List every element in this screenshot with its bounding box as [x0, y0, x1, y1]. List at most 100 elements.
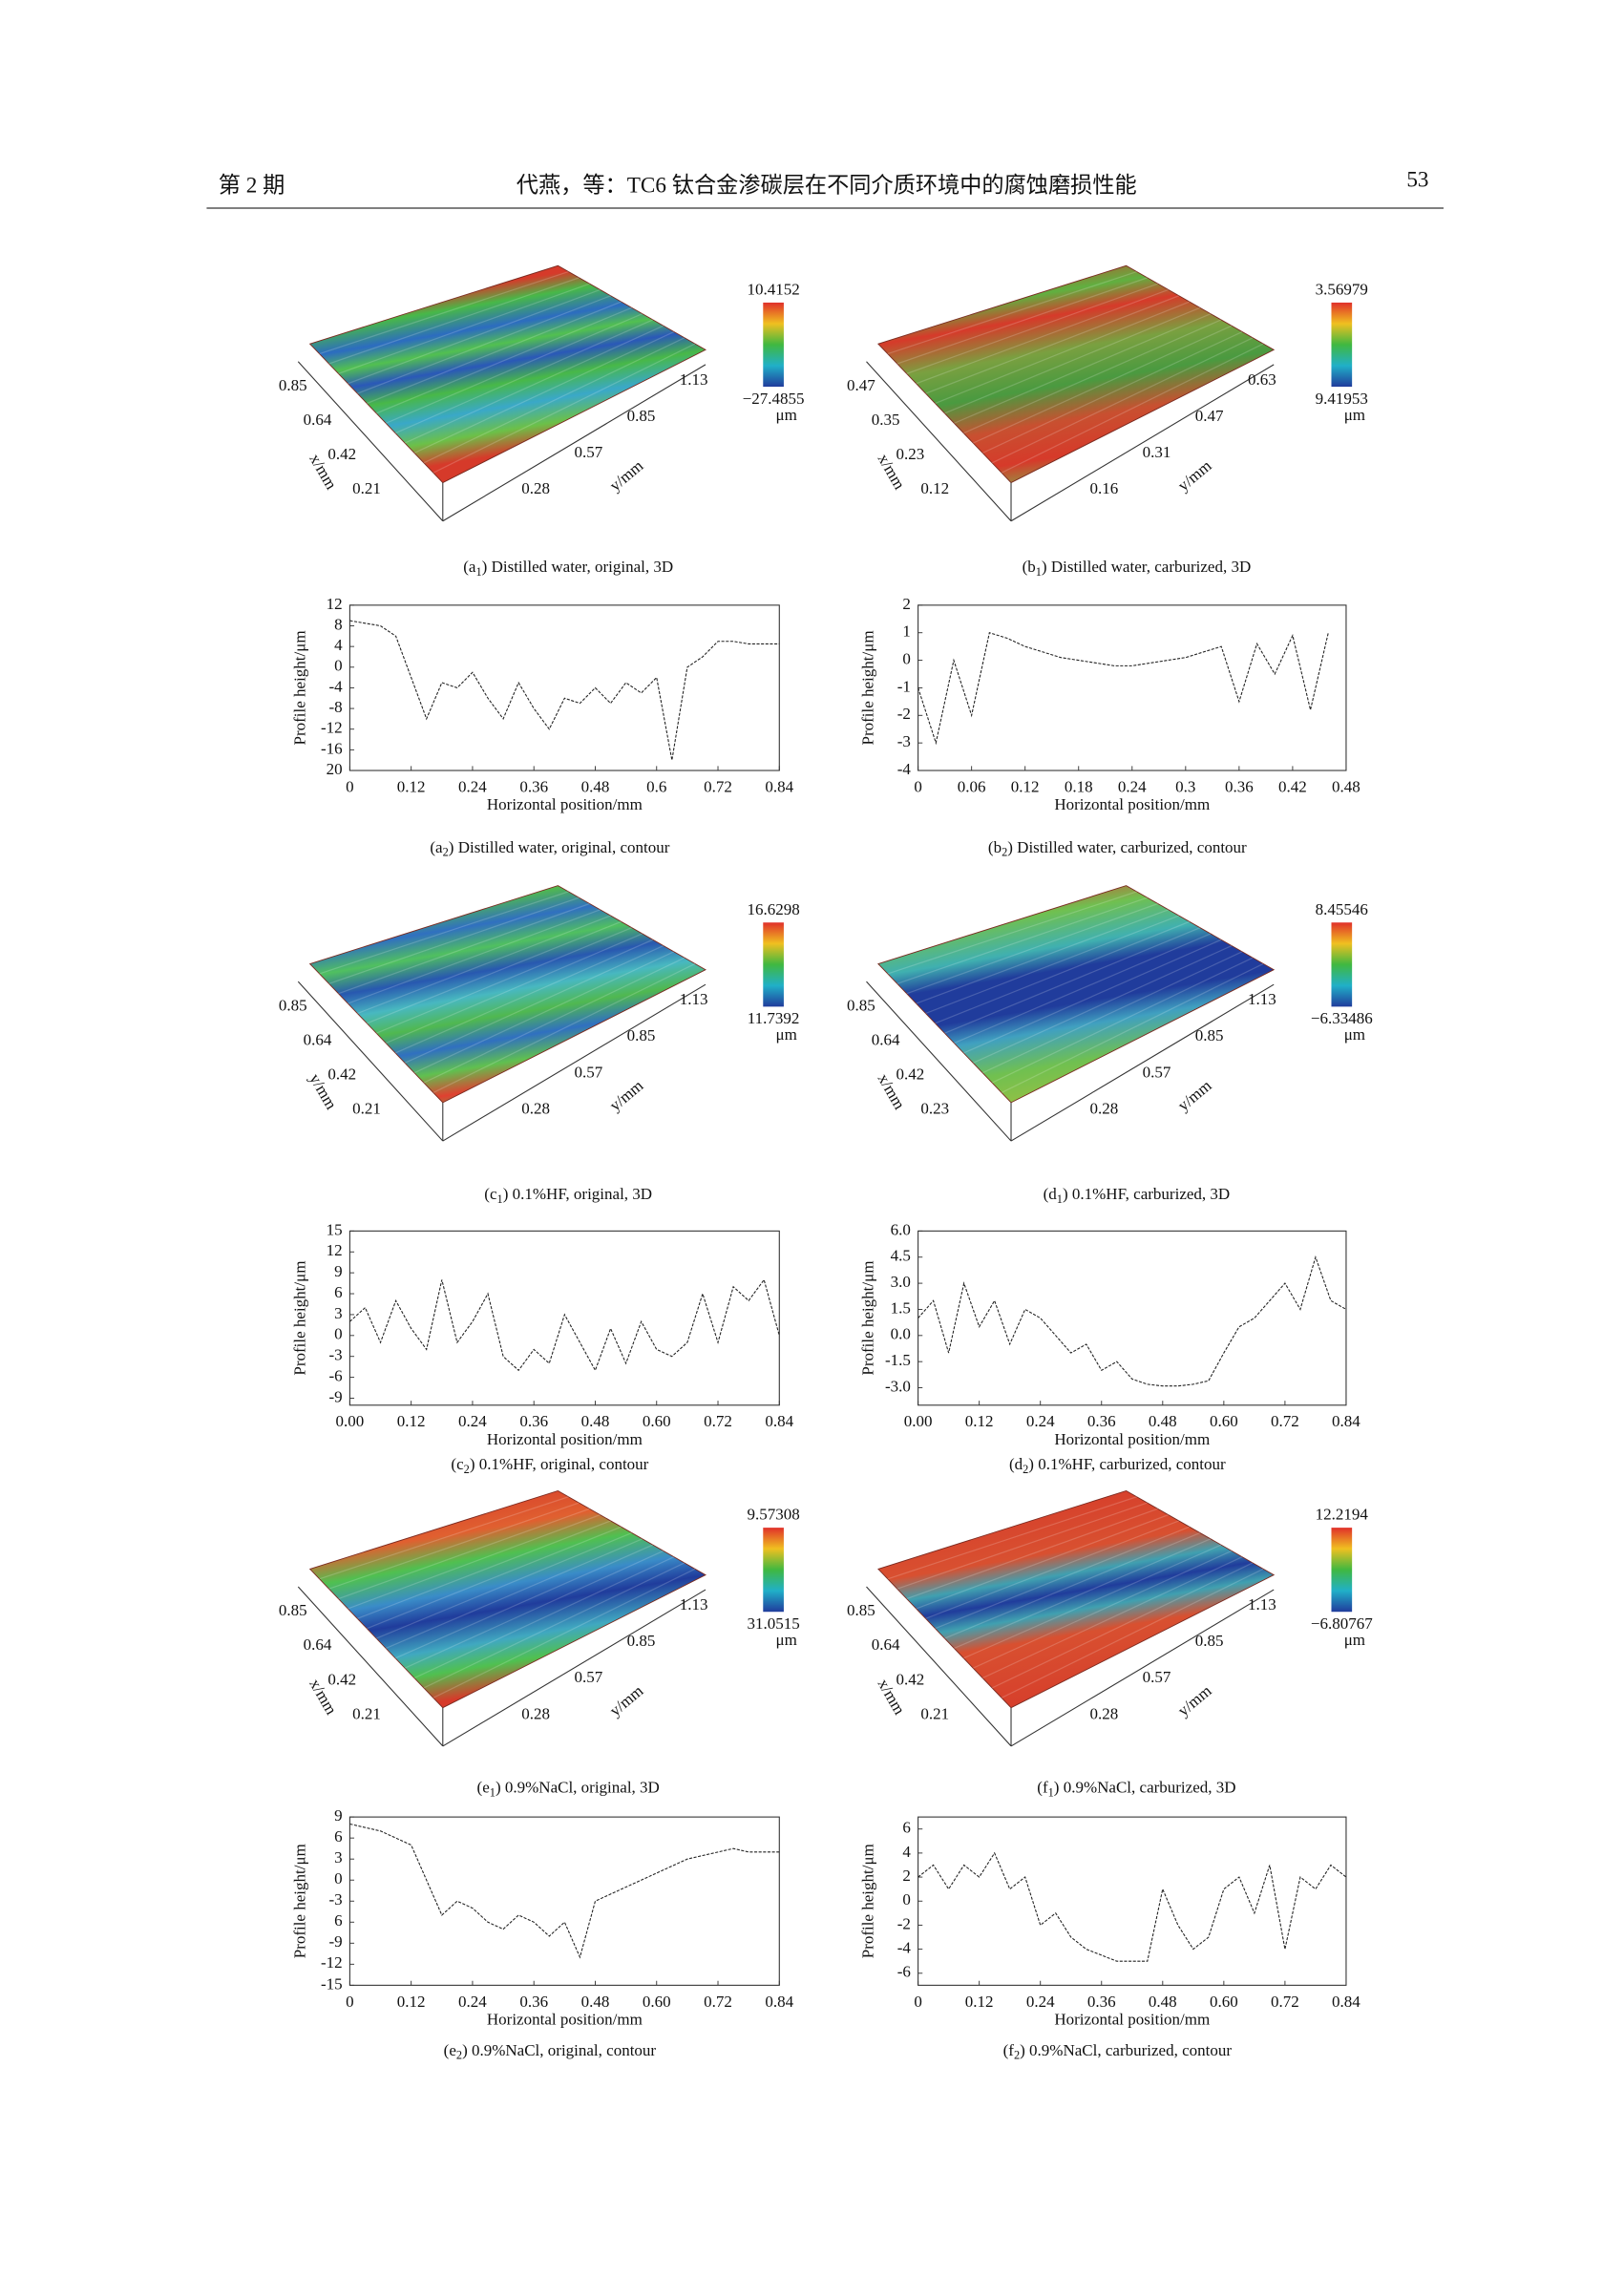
y-axis-label: Profile height/μm	[859, 1261, 877, 1376]
caption-text: ) Distilled water, original, contour	[449, 838, 670, 856]
y-tick-label: 0.57	[1143, 1063, 1171, 1081]
caption-label: (e	[444, 2041, 456, 2059]
x-tick-label: 0.35	[872, 411, 900, 429]
x-tick-label: 0.24	[1026, 1993, 1055, 2011]
y-tick-label: 1	[902, 622, 911, 641]
x-axis-label: Horizontal position/mm	[487, 1430, 643, 1448]
x-tick-label: 0.72	[704, 1993, 732, 2011]
caption-subscript: 1	[1048, 1785, 1054, 1799]
y-tick-label: -9	[329, 1387, 343, 1405]
caption-label: (d	[1044, 1185, 1058, 1203]
y-tick-label: -1.5	[885, 1351, 911, 1369]
colorbar-min: 11.7392	[748, 1009, 800, 1027]
caption: (b1) Distilled water, carburized, 3D	[1023, 558, 1252, 579]
plot-frame	[348, 1230, 780, 1406]
colorbar-max: 9.57308	[747, 1506, 799, 1524]
y-tick-label: 3	[334, 1848, 343, 1867]
plot-frame	[917, 604, 1347, 771]
surface-ridge	[944, 306, 1201, 414]
surface-ridge	[991, 957, 1254, 1084]
y-tick-label: 0.28	[1090, 1704, 1119, 1722]
x-tick-label: 0	[346, 777, 354, 795]
y-tick-label: 0.28	[1090, 1099, 1119, 1117]
y-axis-label: y/mm	[606, 456, 647, 495]
caption-text: ) 0.9%NaCl, carburized, 3D	[1054, 1779, 1236, 1797]
x-tick-label: 0.24	[1026, 1412, 1055, 1430]
caption-text: ) Distilled water, carburized, contour	[1007, 838, 1247, 856]
surface-panel: 0.210.420.640.850.280.570.851.13x/mm y/mm…	[279, 1489, 800, 1747]
caption-text: ) 0.1%HF, carburized, contour	[1028, 1455, 1226, 1473]
y-tick-label: 1.13	[680, 1595, 708, 1614]
surface-ridge	[385, 313, 643, 424]
y-tick-label: 6	[334, 1911, 343, 1930]
x-tick-label: 0	[914, 777, 921, 795]
x-tick-label: 0.85	[847, 1601, 875, 1619]
axis-line	[1010, 983, 1275, 1142]
surface-ridge	[935, 920, 1191, 1024]
surface-ridge	[935, 301, 1191, 405]
colorbar	[1331, 922, 1353, 1007]
caption: (d1) 0.1%HF, carburized, 3D	[1044, 1185, 1231, 1206]
x-tick-label: 0.60	[1210, 1993, 1238, 2011]
surface-ridge	[319, 270, 569, 355]
surface-panel: 0.120.230.350.470.160.310.470.63x/mm y/mm…	[847, 264, 1368, 522]
x-tick-label: 0.64	[304, 411, 332, 429]
surface-ridge	[916, 288, 1169, 385]
y-tick-label: -8	[329, 698, 343, 716]
x-tick-label: 0.36	[519, 1993, 548, 2011]
caption: (f2) 0.9%NaCl, carburized, contour	[1003, 2041, 1233, 2062]
surface	[877, 885, 1276, 1104]
x-tick-label: 0	[914, 1993, 921, 2011]
surface-ridge	[896, 277, 1148, 365]
x-tick-label: 0.12	[397, 777, 426, 795]
x-tick-label: 0.60	[643, 1412, 671, 1430]
profile-line	[917, 632, 1329, 746]
header-title: 代燕，等：TC6 钛合金渗碳层在不同介质环境中的腐蚀磨损性能	[517, 174, 1137, 199]
y-tick-label: 4.5	[891, 1247, 911, 1265]
x-axis-label: Horizontal position/mm	[1054, 1430, 1210, 1448]
axis-line	[297, 361, 444, 522]
colorbar	[763, 1528, 784, 1613]
surface-ridge	[348, 288, 601, 385]
contour-chart: 15 12 9 6 3 0 -3 -6 -9 0.00 0.12 0.24 0.36 0.48 0.60 0.…	[290, 1220, 793, 1448]
caption: (e2) 0.9%NaCl, original, contour	[444, 2041, 657, 2062]
x-tick-label: 0.12	[397, 1993, 426, 2011]
y-tick-label: -9	[329, 1932, 343, 1951]
y-tick-label: 4	[334, 636, 343, 654]
surface-ridge	[348, 909, 601, 1004]
y-tick-label: 0.63	[1248, 370, 1276, 389]
surface-ridge	[375, 306, 632, 414]
surface-ridge	[432, 962, 696, 1094]
x-tick-label: 0.42	[896, 1670, 925, 1688]
caption-label: (f	[1037, 1779, 1048, 1797]
surface-ridge	[319, 891, 569, 975]
y-tick-label: 20	[327, 760, 343, 778]
caption-subscript: 1	[1057, 1192, 1063, 1206]
y-tick-label: 1.13	[680, 370, 708, 389]
caption-text: ) 0.1%HF, original, contour	[470, 1455, 649, 1473]
contour-chart: 210-1-2-3-40 0.06 0.12 0.18 0.24 0.3 0.36 0.42 0…	[859, 595, 1360, 813]
surface-ridge	[328, 1502, 580, 1590]
y-tick-label: -2	[897, 705, 911, 723]
caption-subscript: 1	[497, 1192, 503, 1206]
surface-ridge	[916, 1514, 1169, 1610]
x-tick-label: 0.60	[1210, 1412, 1238, 1430]
x-tick-label: 0.48	[1149, 1412, 1177, 1430]
colorbar-min: 31.0515	[747, 1614, 799, 1633]
y-axis-label: Profile height/μm	[859, 1844, 877, 1958]
surface-ridge	[925, 1520, 1180, 1619]
colorbar-unit: μm	[1344, 1631, 1365, 1649]
x-tick-label: 0.47	[847, 376, 875, 394]
colorbar	[1331, 302, 1353, 388]
y-tick-label: -12	[321, 1953, 343, 1972]
x-tick-label: 0.21	[352, 1099, 381, 1117]
caption-subscript: 2	[443, 845, 449, 858]
profile-line	[917, 1851, 1347, 1962]
surface-ridge	[925, 295, 1180, 394]
x-tick-label: 0.24	[458, 1993, 487, 2011]
y-tick-label: 9	[334, 1806, 343, 1825]
y-axis-label: Profile height/μm	[290, 1844, 308, 1958]
caption-label: (b	[1023, 558, 1036, 576]
x-tick-label: 0.12	[965, 1993, 994, 2011]
colorbar-min: 9.41953	[1316, 390, 1368, 408]
